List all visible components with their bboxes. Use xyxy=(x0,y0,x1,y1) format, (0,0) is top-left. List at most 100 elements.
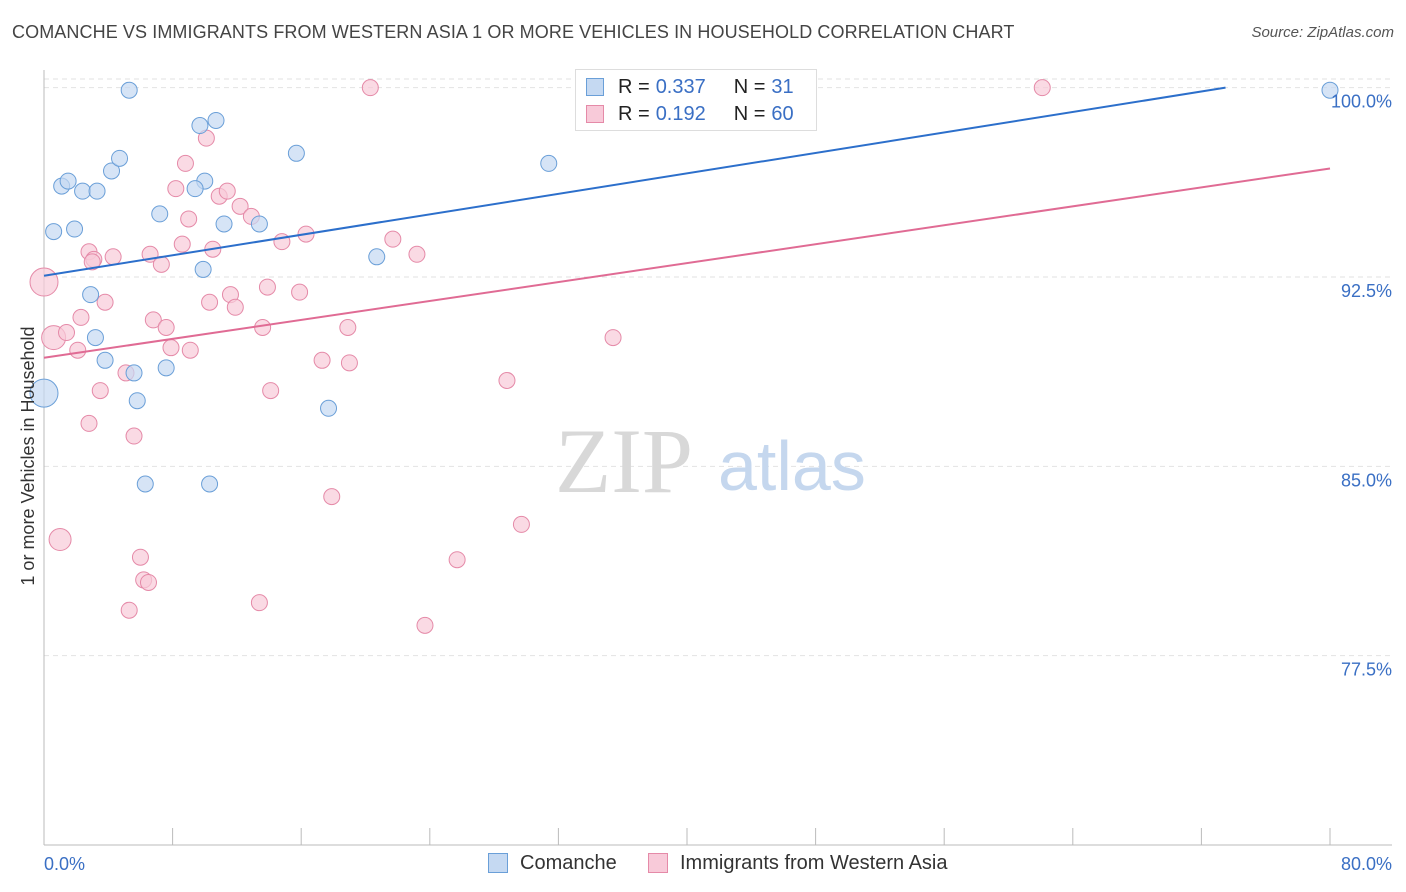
immigrants-point xyxy=(125,427,143,445)
comanche-point xyxy=(59,172,77,190)
comanche-point xyxy=(128,392,146,410)
immigrants-point xyxy=(262,382,280,400)
tick-labels: 77.5% 85.0% 92.5% 100.0% 0.0% 80.0% xyxy=(44,92,1392,874)
legend-r-value: 0.192 xyxy=(655,102,706,125)
y-tick-label: 77.5% xyxy=(1341,660,1392,680)
legend-r-label: R = xyxy=(618,102,650,125)
immigrants-point xyxy=(176,154,194,172)
immigrants-point xyxy=(291,283,309,301)
comanche-point xyxy=(45,223,63,241)
legend-swatch-blue xyxy=(586,78,604,96)
comanche-point xyxy=(157,359,175,377)
legend-swatch-blue xyxy=(488,853,508,873)
immigrants-point xyxy=(29,267,59,297)
comanche-point xyxy=(86,329,104,347)
y-tick-label: 92.5% xyxy=(1341,281,1392,301)
immigrants-point xyxy=(218,182,236,200)
immigrants-point xyxy=(250,594,268,612)
series-comanche-points xyxy=(29,81,1339,493)
comanche-point xyxy=(136,475,154,493)
comanche-point xyxy=(201,475,219,493)
gridlines xyxy=(44,78,1392,657)
legend-row-comanche: R = 0.337 N = 31 xyxy=(586,75,794,99)
legend-r-label: R = xyxy=(618,75,650,98)
stats-legend: R = 0.337 N = 31 R = 0.192 N = 60 xyxy=(575,69,817,131)
watermark-atlas: atlas xyxy=(718,427,866,505)
immigrants-point xyxy=(72,308,90,326)
y-tick-label: 85.0% xyxy=(1341,470,1392,490)
immigrants-point xyxy=(258,278,276,296)
immigrants-point xyxy=(96,293,114,311)
comanche-point xyxy=(1321,81,1339,99)
comanche-point xyxy=(215,215,233,233)
comanche-point xyxy=(540,154,558,172)
x-tick-label: 0.0% xyxy=(44,854,85,874)
comanche-point xyxy=(191,117,209,135)
comanche-point xyxy=(151,205,169,223)
immigrants-point xyxy=(226,298,244,316)
comanche-point xyxy=(103,162,121,180)
comanche-point xyxy=(194,260,212,278)
immigrants-point xyxy=(181,341,199,359)
comanche-point xyxy=(250,215,268,233)
comanche-point xyxy=(82,286,100,304)
legend-swatch-pink xyxy=(586,105,604,123)
y-tick-label: 100.0% xyxy=(1331,92,1392,112)
comanche-point xyxy=(74,182,92,200)
watermark-zip: ZIP xyxy=(555,410,693,512)
immigrants-point xyxy=(254,318,272,336)
legend-n-label: N = xyxy=(733,75,766,98)
immigrants-point xyxy=(340,354,358,372)
legend-label: Comanche xyxy=(520,851,617,874)
immigrants-point xyxy=(201,293,219,311)
immigrants-point xyxy=(120,601,138,619)
comanche-point xyxy=(287,144,305,162)
immigrants-point xyxy=(58,324,76,342)
x-tick-label: 80.0% xyxy=(1341,854,1392,874)
trendlines xyxy=(43,86,1331,359)
immigrants-point xyxy=(416,616,434,634)
immigrants-point xyxy=(91,382,109,400)
series-immigrants-points xyxy=(29,79,1051,634)
immigrants-point xyxy=(512,515,530,533)
immigrants-point xyxy=(448,551,466,569)
immigrants-point xyxy=(323,488,341,506)
immigrants-point xyxy=(69,341,87,359)
immigrants-point xyxy=(313,351,331,369)
immigrants-point xyxy=(1033,79,1051,97)
comanche-point xyxy=(66,220,84,238)
immigrants-point xyxy=(231,197,249,215)
legend-n-value: 31 xyxy=(771,75,794,98)
axes xyxy=(43,70,1392,846)
immigrants-point xyxy=(80,414,98,432)
immigrants-point xyxy=(173,235,191,253)
comanche-point xyxy=(207,111,225,129)
comanche-point xyxy=(186,180,204,198)
legend-row-immigrants: R = 0.192 N = 60 xyxy=(586,102,794,126)
comanche-trendline xyxy=(43,86,1226,277)
comanche-point xyxy=(96,351,114,369)
bottom-legend-immigrants: Immigrants from Western Asia xyxy=(648,850,947,876)
immigrants-point xyxy=(131,548,149,566)
comanche-point xyxy=(29,378,59,408)
comanche-point xyxy=(88,182,106,200)
chart-title: COMANCHE VS IMMIGRANTS FROM WESTERN ASIA… xyxy=(12,22,1015,42)
y-axis-label: 1 or more Vehicles in Household xyxy=(18,326,38,585)
comanche-point xyxy=(120,81,138,99)
bottom-legend-comanche: Comanche xyxy=(488,850,617,876)
immigrants-point xyxy=(604,329,622,347)
immigrants-point xyxy=(167,180,185,198)
comanche-point xyxy=(320,399,338,417)
legend-swatch-pink xyxy=(648,853,668,873)
immigrants-point xyxy=(361,79,379,97)
immigrants-point xyxy=(162,339,180,357)
legend-n-value: 60 xyxy=(771,102,794,125)
immigrants-point xyxy=(104,248,122,266)
immigrants-point xyxy=(408,245,426,263)
immigrants-point xyxy=(157,318,175,336)
legend-n-label: N = xyxy=(733,102,766,125)
immigrants-point xyxy=(498,372,516,390)
source-label: Source: ZipAtlas.com xyxy=(1251,24,1394,41)
comanche-point xyxy=(125,364,143,382)
